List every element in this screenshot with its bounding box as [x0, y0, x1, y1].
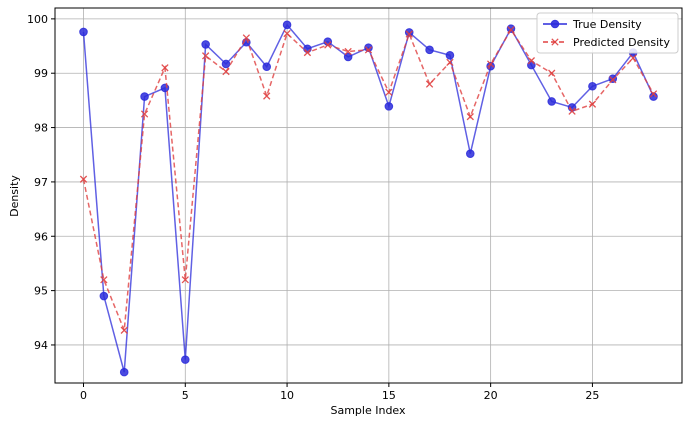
data-point [405, 30, 413, 38]
data-point [262, 62, 272, 71]
y-tick-label: 97 [34, 176, 48, 189]
y-tick-label: 96 [34, 230, 48, 243]
data-point [303, 44, 312, 54]
data-point [486, 60, 495, 68]
data-point [181, 276, 189, 284]
data-point [425, 45, 434, 55]
data-point [344, 47, 352, 56]
y-tick-label: 98 [34, 122, 48, 135]
data-point [465, 149, 475, 158]
x-tick-label: 10 [280, 389, 294, 402]
data-point [222, 67, 230, 76]
data-point [384, 102, 394, 111]
legend-marker [550, 19, 560, 29]
series-predicted-density [79, 26, 658, 334]
data-point [364, 46, 373, 54]
legend-box [536, 12, 679, 54]
x-tick-label: 25 [585, 389, 599, 402]
data-point [119, 367, 129, 377]
data-point [588, 100, 597, 108]
y-tick-label: 100 [27, 13, 48, 26]
data-point [201, 52, 210, 60]
data-point [506, 24, 516, 33]
x-tick-label: 15 [382, 389, 396, 402]
series-layer [79, 20, 658, 377]
data-point [324, 41, 332, 49]
data-point [547, 97, 557, 106]
data-point [609, 76, 617, 84]
data-point [527, 60, 536, 70]
data-point [160, 83, 170, 93]
data-point [100, 276, 108, 284]
data-point [343, 52, 353, 62]
data-point [588, 81, 597, 91]
data-point [385, 88, 393, 96]
plot-frame [54, 7, 683, 384]
y-tick-label: 99 [34, 67, 48, 80]
data-point [201, 40, 210, 49]
data-point [140, 92, 149, 101]
data-point [466, 113, 474, 121]
data-point [99, 291, 109, 301]
data-point [79, 175, 88, 183]
data-point [527, 57, 536, 65]
data-point [446, 58, 454, 67]
x-axis-ticks: 0 5 10 15 20 25 [80, 383, 599, 402]
data-point [425, 80, 434, 88]
legend-item: Predicted Density [543, 36, 670, 49]
data-point [548, 69, 556, 77]
data-point [79, 27, 88, 37]
legend-label: Predicted Density [573, 36, 670, 49]
data-point [242, 34, 251, 42]
y-tick-label: 94 [34, 339, 48, 352]
data-point [161, 64, 169, 72]
data-point [283, 29, 291, 38]
data-point [180, 355, 190, 364]
data-point [404, 28, 414, 37]
data-point [445, 50, 455, 60]
y-axis-ticks: 94 95 96 97 98 99 100 [27, 13, 55, 352]
data-point [629, 54, 637, 62]
data-point [507, 26, 515, 34]
data-point [568, 107, 576, 115]
data-point [303, 48, 312, 57]
data-point [120, 326, 128, 334]
x-tick-label: 20 [484, 389, 498, 402]
data-point [221, 59, 231, 69]
data-point [649, 90, 658, 98]
x-tick-label: 5 [182, 389, 189, 402]
x-tick-label: 0 [80, 389, 87, 402]
y-tick-label: 95 [34, 285, 48, 298]
legend-label: True Density [572, 18, 642, 31]
legend-marker [551, 38, 559, 46]
data-point [282, 20, 292, 30]
y-axis-label: Density [8, 175, 21, 217]
data-point [140, 110, 149, 118]
legend-item: True Density [543, 18, 642, 31]
data-point [263, 92, 271, 100]
legend: True Density Predicted Density [536, 12, 679, 54]
x-axis-label: Sample Index [330, 404, 406, 417]
